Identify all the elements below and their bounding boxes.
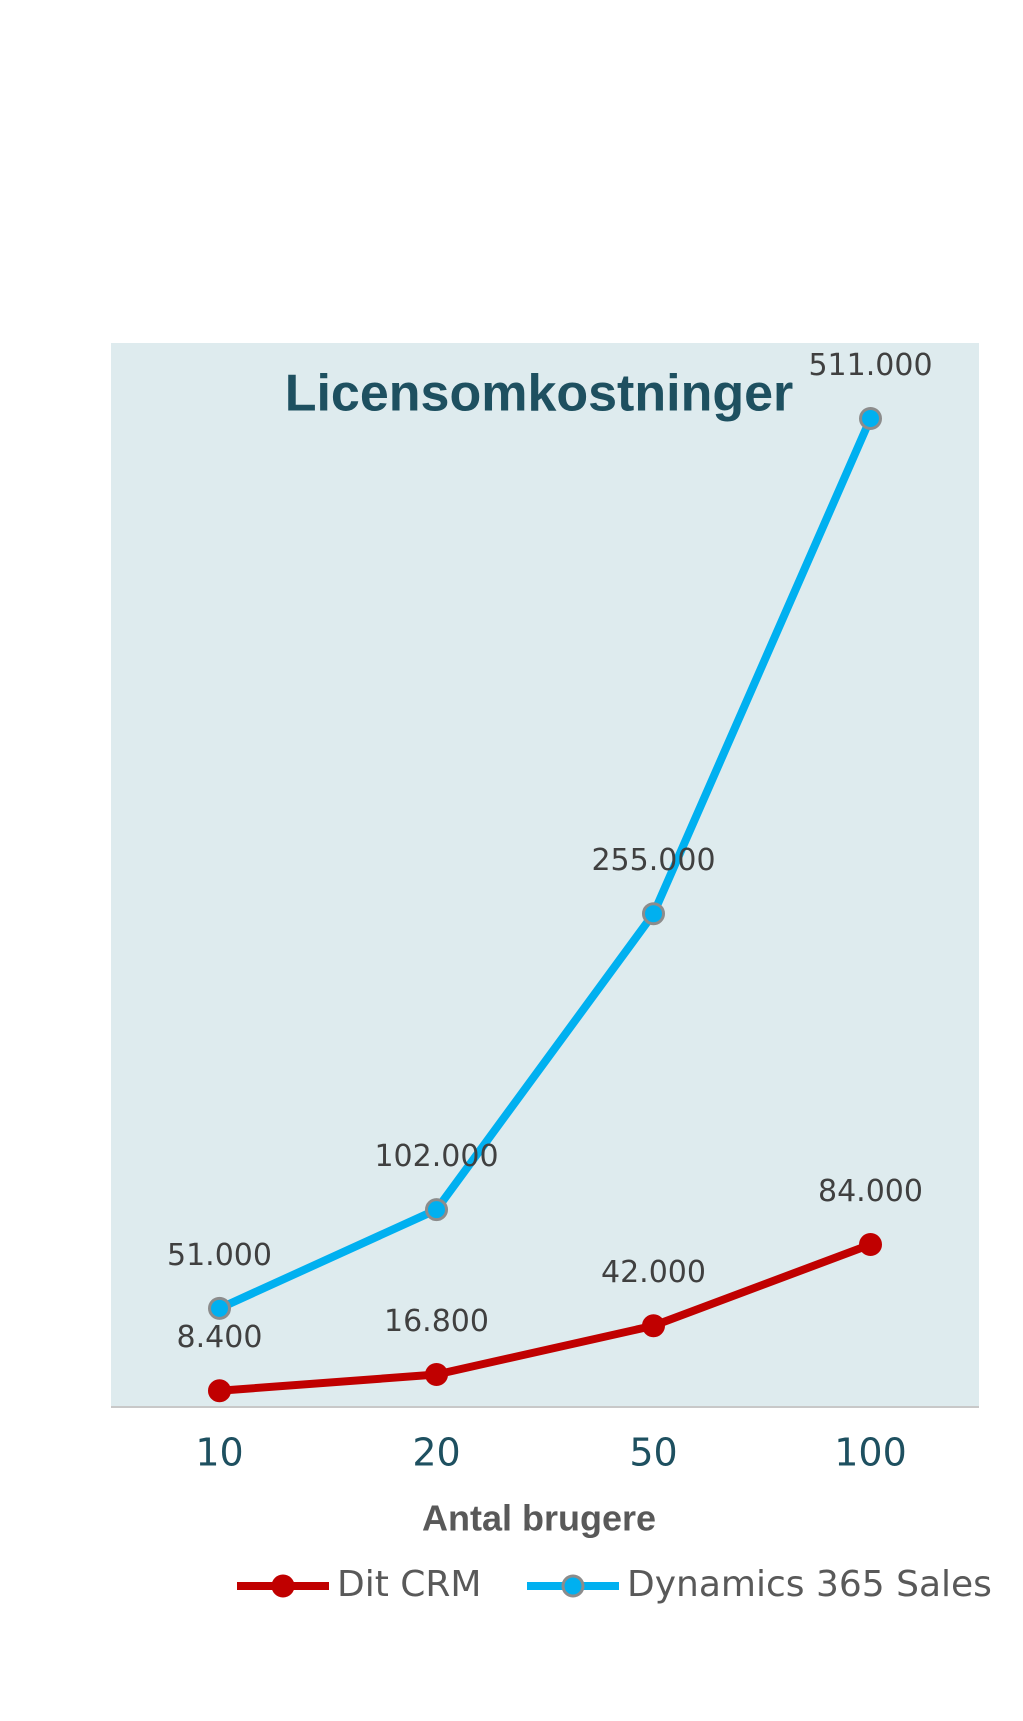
- data-point: [425, 1362, 448, 1386]
- x-tick-label: 10: [195, 1431, 243, 1475]
- x-tick-label: 100: [834, 1431, 907, 1475]
- data-label: 84.000: [818, 1174, 923, 1209]
- data-point: [425, 1198, 448, 1222]
- x-tick-label: 50: [629, 1431, 677, 1475]
- legend-label: Dynamics 365 Sales: [627, 1564, 992, 1605]
- legend-marker: [271, 1574, 295, 1598]
- data-label: 51.000: [167, 1238, 272, 1273]
- data-label: 8.400: [177, 1320, 263, 1355]
- data-label: 102.000: [374, 1139, 498, 1174]
- data-point: [642, 1314, 665, 1338]
- data-label: 255.000: [591, 843, 715, 878]
- x-axis-title: Antal brugere: [422, 1498, 656, 1539]
- data-label: 42.000: [601, 1255, 706, 1290]
- legend-marker: [561, 1574, 585, 1598]
- chart-title: Licensomkostninger: [285, 365, 794, 423]
- data-label: 16.800: [384, 1304, 489, 1339]
- legend-label: Dit CRM: [337, 1564, 482, 1605]
- series-line: [219, 1240, 872, 1395]
- data-point: [642, 902, 665, 926]
- data-label: 511.000: [808, 348, 932, 383]
- x-tick-label: 20: [412, 1431, 460, 1475]
- data-point: [859, 1232, 882, 1256]
- series-line: [217, 416, 875, 1312]
- plot-area: [111, 343, 979, 1407]
- data-point: [208, 1296, 231, 1320]
- data-point: [208, 1379, 231, 1403]
- data-point: [859, 406, 882, 430]
